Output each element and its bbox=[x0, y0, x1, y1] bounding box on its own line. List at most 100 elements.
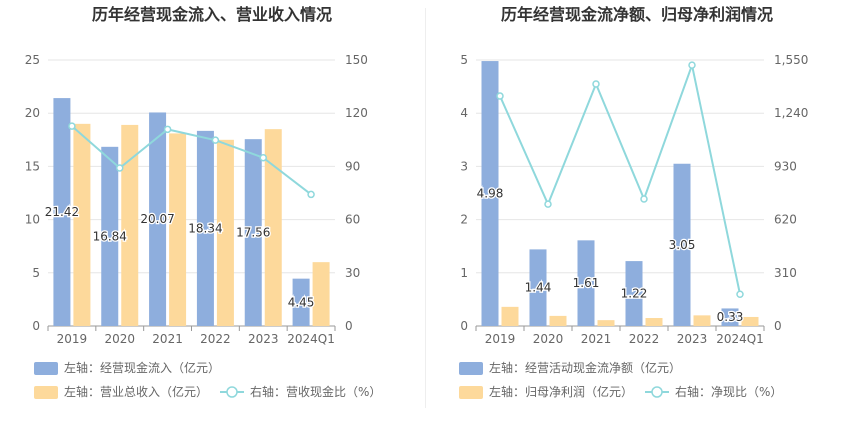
secondary-bar bbox=[121, 124, 139, 327]
legend-swatch bbox=[34, 386, 58, 399]
right-axis-tick-label: 90 bbox=[345, 159, 360, 173]
right-axis-tick-label: 930 bbox=[774, 159, 797, 173]
legend-marker bbox=[226, 386, 238, 398]
legend-swatch bbox=[459, 386, 483, 399]
right-axis-tick-label: 620 bbox=[774, 213, 797, 227]
netcash-profit-chart: 历年经营现金流净额、归母净利润情况 0 0 1 310 2 620 3 930 4 1,240 5 1,… bbox=[459, 5, 808, 399]
left-axis-tick-label: 0 bbox=[460, 319, 468, 333]
ratio-point bbox=[259, 153, 267, 162]
ratio-line bbox=[499, 61, 741, 295]
primary-bar bbox=[196, 130, 214, 326]
x-axis-category-label: 2023 bbox=[248, 332, 279, 346]
primary-bar bbox=[673, 163, 691, 326]
ratio-point bbox=[211, 136, 220, 144]
left-axis-tick-label: 15 bbox=[25, 159, 40, 173]
ratio-point bbox=[592, 80, 600, 88]
left-axis-tick-label: 20 bbox=[25, 106, 40, 120]
secondary-bar bbox=[169, 133, 187, 326]
primary-bar bbox=[625, 261, 643, 326]
bar-data-label: 3.05 bbox=[669, 238, 696, 252]
ratio-point bbox=[688, 61, 696, 69]
bar-data-label: 17.56 bbox=[236, 226, 270, 240]
x-axis-category-label: 2023 bbox=[677, 332, 708, 346]
ratio-line bbox=[71, 125, 312, 196]
bar-data-label: 16.84 bbox=[93, 229, 127, 243]
primary-bar bbox=[149, 112, 167, 326]
panel-divider bbox=[425, 8, 426, 408]
ratio-point bbox=[163, 125, 172, 134]
bar-data-label: 21.42 bbox=[45, 205, 79, 219]
ratio-point bbox=[544, 200, 552, 208]
primary-bar bbox=[244, 139, 262, 326]
chart-title: 历年经营现金流入、营业收入情况 bbox=[92, 5, 332, 24]
secondary-bar bbox=[741, 316, 759, 326]
primary-bar bbox=[577, 240, 595, 326]
ratio-point bbox=[307, 190, 315, 199]
right-axis-tick-label: 0 bbox=[774, 319, 782, 333]
primary-bar bbox=[721, 308, 739, 326]
x-axis-category-label: 2024Q1 bbox=[716, 332, 764, 346]
right-axis-tick-label: 0 bbox=[345, 319, 353, 333]
bar-data-label: 4.45 bbox=[288, 295, 315, 309]
ratio-point bbox=[116, 164, 124, 172]
bar-data-label: 20.07 bbox=[140, 212, 174, 226]
left-axis-tick-label: 5 bbox=[460, 53, 468, 67]
x-axis-category-label: 2021 bbox=[152, 332, 183, 346]
bar-data-label: 18.34 bbox=[188, 221, 222, 235]
legend-swatch bbox=[459, 362, 483, 375]
x-axis-category-label: 2024Q1 bbox=[287, 332, 335, 346]
bar-data-label: 1.22 bbox=[621, 287, 648, 301]
chart-title: 历年经营现金流净额、归母净利润情况 bbox=[501, 5, 773, 24]
x-axis-category-label: 2019 bbox=[57, 332, 88, 346]
bar-data-label: 0.33 bbox=[717, 310, 744, 324]
left-axis-tick-label: 3 bbox=[460, 159, 468, 173]
right-axis-tick-label: 120 bbox=[345, 106, 368, 120]
right-axis-tick-label: 150 bbox=[345, 53, 368, 67]
right-axis-tick-label: 60 bbox=[345, 213, 360, 227]
netcash-profit-chart-panel: 历年经营现金流净额、归母净利润情况 0 0 1 310 2 620 3 930 4 1,240 5 1,… bbox=[425, 0, 850, 437]
bar-data-label: 4.98 bbox=[477, 187, 504, 201]
secondary-bar bbox=[501, 306, 519, 326]
right-axis-tick-label: 1,550 bbox=[774, 53, 808, 67]
cashflow-revenue-chart: 历年经营现金流入、营业收入情况 0 0 5 30 10 60 15 90 20 120 25 150 20… bbox=[25, 5, 381, 399]
right-axis-tick-label: 310 bbox=[774, 266, 797, 280]
bar-data-label: 1.44 bbox=[525, 281, 552, 295]
legend-label: 左轴：经营现金流入（亿元） bbox=[64, 360, 220, 375]
primary-bar bbox=[53, 98, 71, 326]
secondary-bar bbox=[645, 318, 663, 326]
left-axis-tick-label: 4 bbox=[460, 106, 468, 120]
ratio-point bbox=[736, 290, 744, 299]
secondary-bar bbox=[216, 139, 234, 326]
x-axis-category-label: 2022 bbox=[629, 332, 660, 346]
left-axis-tick-label: 2 bbox=[460, 213, 468, 227]
secondary-bar bbox=[312, 262, 330, 326]
x-axis-category-label: 2020 bbox=[533, 332, 564, 346]
bar-data-label: 1.61 bbox=[573, 276, 600, 290]
primary-bar bbox=[529, 249, 547, 326]
legend-label: 右轴：营收现金比（%） bbox=[250, 384, 381, 399]
secondary-bar bbox=[73, 123, 91, 326]
legend-label: 右轴：净现比（%） bbox=[675, 384, 782, 399]
right-axis-tick-label: 1,240 bbox=[774, 106, 808, 120]
primary-bar bbox=[292, 278, 310, 326]
left-axis-tick-label: 25 bbox=[25, 53, 40, 67]
ratio-point bbox=[68, 122, 76, 130]
primary-bar bbox=[101, 146, 119, 326]
legend-marker bbox=[651, 386, 663, 398]
secondary-bar bbox=[597, 320, 615, 326]
x-axis-category-label: 2021 bbox=[581, 332, 612, 346]
legend-label: 左轴：归母净利润（亿元） bbox=[489, 384, 633, 399]
cashflow-revenue-chart-panel: 历年经营现金流入、营业收入情况 0 0 5 30 10 60 15 90 20 120 25 150 20… bbox=[25, 5, 381, 399]
left-axis-tick-label: 10 bbox=[25, 213, 40, 227]
left-axis-tick-label: 1 bbox=[460, 266, 468, 280]
legend-swatch bbox=[34, 362, 58, 375]
secondary-bar bbox=[264, 129, 282, 326]
x-axis-category-label: 2022 bbox=[200, 332, 231, 346]
secondary-bar bbox=[693, 315, 711, 326]
legend-label: 左轴：营业总收入（亿元） bbox=[64, 384, 208, 399]
x-axis-category-label: 2020 bbox=[104, 332, 135, 346]
secondary-bar bbox=[549, 315, 567, 326]
ratio-point bbox=[640, 195, 648, 203]
ratio-point bbox=[496, 92, 504, 100]
